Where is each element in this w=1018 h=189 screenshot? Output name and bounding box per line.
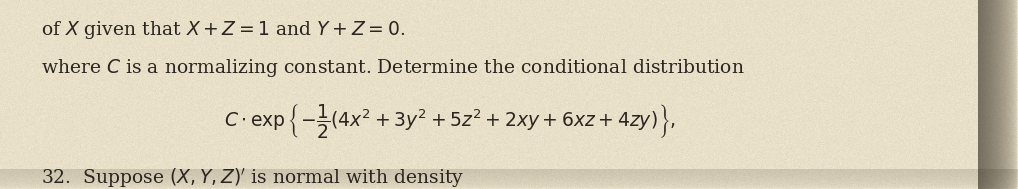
Text: $C \cdot \exp\left\{-\dfrac{1}{2}(4x^2 + 3y^2 + 5z^2 + 2xy + 6xz + 4zy)\right\},: $C \cdot \exp\left\{-\dfrac{1}{2}(4x^2 +… bbox=[224, 102, 676, 140]
Text: where $C$ is a normalizing constant. Determine the conditional distribution: where $C$ is a normalizing constant. Det… bbox=[41, 57, 744, 79]
Text: of $X$ given that $X + Z = 1$ and $Y + Z = 0$.: of $X$ given that $X + Z = 1$ and $Y + Z… bbox=[41, 19, 405, 41]
Text: 32.  Suppose $(X, Y, Z)'$ is normal with density: 32. Suppose $(X, Y, Z)'$ is normal with … bbox=[41, 166, 464, 189]
